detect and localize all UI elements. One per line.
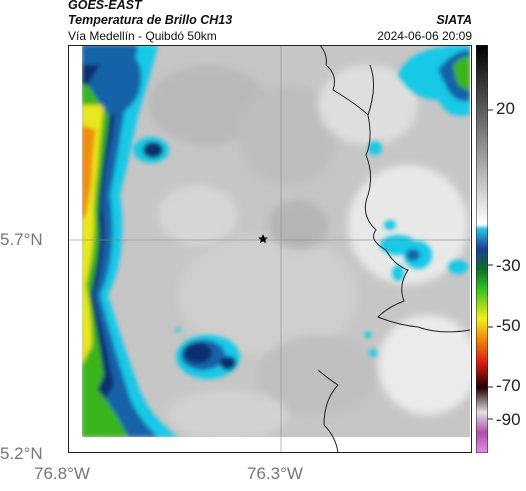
timestamp: 2024-06-06 20:09 <box>377 29 472 43</box>
colorbar <box>476 45 488 453</box>
brightness-temperature-field <box>82 45 470 437</box>
lat-label: 5.2°N <box>0 444 43 463</box>
product-title: GOES-EAST <box>68 0 142 12</box>
channel-subtitle: Temperatura de Brillo CH13 <box>68 13 233 27</box>
star-icon[interactable] <box>258 234 268 244</box>
org-label: SIATA <box>436 13 472 27</box>
lon-label: 76.3°W <box>247 464 303 483</box>
map-frame <box>68 45 472 453</box>
gridlines <box>68 45 472 453</box>
colorbar-label: -70 <box>496 376 521 395</box>
lat-label: 5.7°N <box>0 230 43 249</box>
colorbar-ticks <box>488 109 493 420</box>
colorbar-label: 20 <box>496 99 515 118</box>
satellite-map[interactable] <box>68 45 472 453</box>
lon-label: 76.8°W <box>34 464 90 483</box>
colorbar-label: -90 <box>496 410 521 429</box>
coastline <box>317 45 471 453</box>
colorbar-label: -50 <box>496 316 521 335</box>
region-label: Vía Medellín - Quibdó 50km <box>68 29 217 43</box>
colorbar-label: -30 <box>496 256 521 275</box>
